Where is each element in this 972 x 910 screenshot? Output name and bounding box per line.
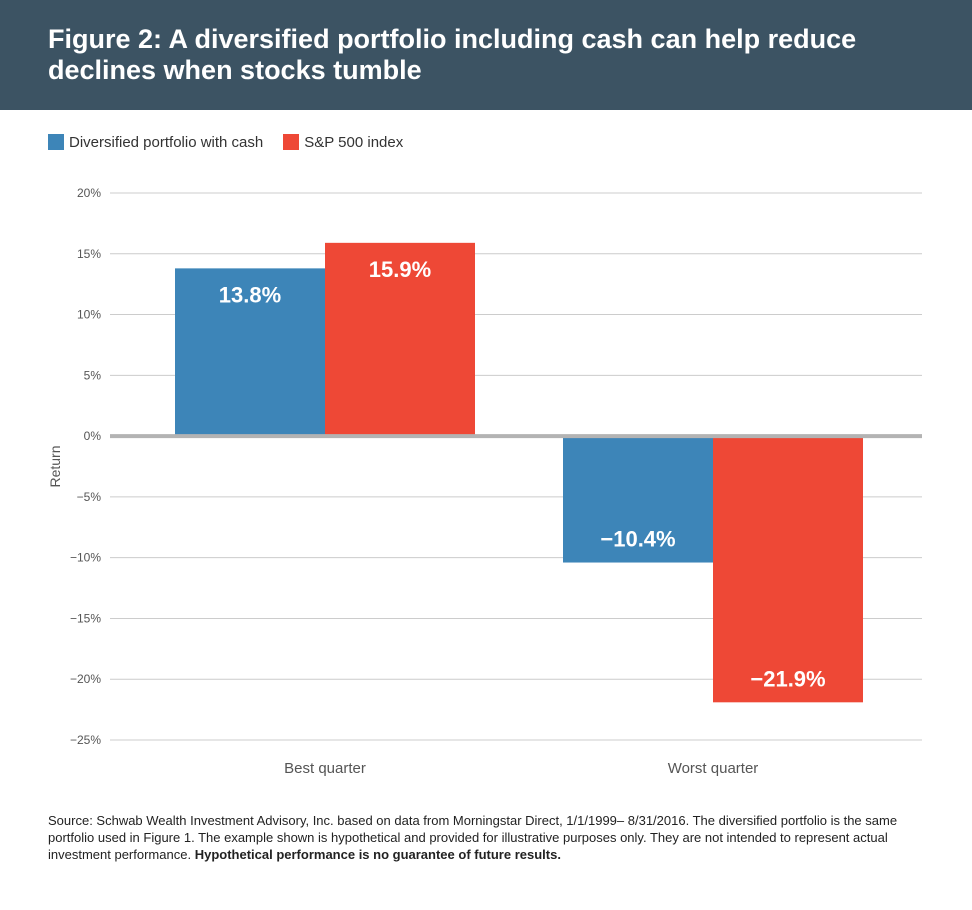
- x-tick-label: Worst quarter: [668, 760, 759, 777]
- bar: [713, 436, 863, 703]
- legend-item-sp500: S&P 500 index: [283, 134, 403, 151]
- y-tick-label: 0%: [84, 429, 102, 443]
- data-label: −10.4%: [600, 527, 675, 552]
- y-axis-title: Return: [47, 445, 63, 487]
- y-tick-label: −20%: [70, 672, 101, 686]
- y-tick-label: 20%: [77, 186, 101, 200]
- legend-label-diversified: Diversified portfolio with cash: [69, 133, 264, 151]
- header-banner: Figure 2: A diversified portfolio includ…: [0, 0, 972, 110]
- legend-swatch-sp500: [283, 134, 300, 150]
- y-tick-label: −25%: [70, 733, 101, 747]
- footnote-disclaimer: Hypothetical performance is no guarantee…: [194, 847, 561, 862]
- y-tick-label: −15%: [70, 611, 101, 625]
- data-label: 13.8%: [219, 282, 281, 307]
- legend-label-sp500: S&P 500 index: [304, 133, 404, 151]
- data-label: −21.9%: [750, 666, 825, 691]
- legend-swatch-diversified: [48, 134, 64, 150]
- y-tick-label: 15%: [77, 247, 101, 261]
- bar: [325, 242, 475, 437]
- legend-item-diversified: Diversified portfolio with cash: [48, 134, 263, 151]
- x-tick-label: Best quarter: [284, 760, 366, 777]
- bar: [175, 268, 325, 437]
- y-tick-label: −5%: [77, 490, 102, 504]
- y-tick-label: −10%: [70, 551, 101, 565]
- legend: Diversified portfolio with cash S&P 500 …: [48, 132, 423, 152]
- chart-title: Figure 2: A diversified portfolio includ…: [48, 24, 857, 85]
- bar: [563, 436, 713, 563]
- footnote-text: Source: Schwab Wealth Investment Advisor…: [48, 813, 898, 862]
- bar-chart: 20% 15% 10% 5% 0% −5% −10% −15% −20% −25% Return 13…: [47, 186, 922, 777]
- data-label: 15.9%: [369, 257, 431, 282]
- y-tick-label: 5%: [84, 368, 102, 382]
- y-tick-label: 10%: [77, 308, 101, 322]
- footnote: Source: Schwab Wealth Investment Advisor…: [48, 812, 928, 863]
